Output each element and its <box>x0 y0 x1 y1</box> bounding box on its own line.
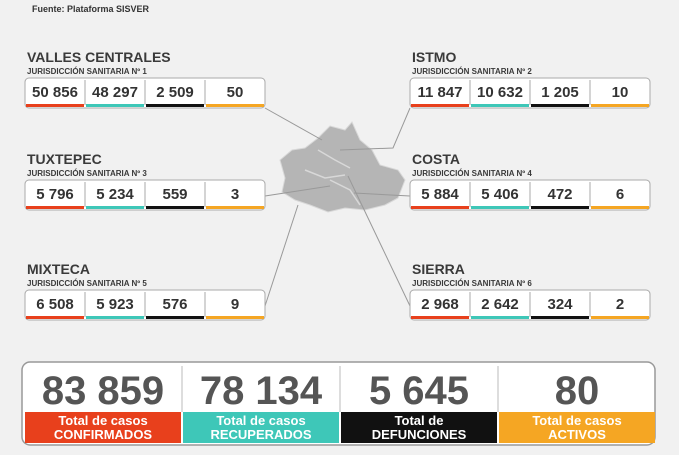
region-value: 48 297 <box>92 84 138 101</box>
region-value: 2 509 <box>156 84 194 101</box>
cell-underline <box>86 316 144 319</box>
cell-underline <box>206 104 264 107</box>
region-jurisdiction: JURISDICCIÓN SANITARIA Nº 6 <box>412 279 532 288</box>
region-jurisdiction: JURISDICCIÓN SANITARIA Nº 3 <box>27 169 147 178</box>
connector <box>347 175 411 307</box>
region-value: 2 968 <box>421 296 459 313</box>
region-value: 6 508 <box>36 296 74 313</box>
region-value: 2 642 <box>481 296 519 313</box>
cell-underline <box>411 104 469 107</box>
region-value: 5 884 <box>421 186 459 203</box>
total-label-bg <box>25 412 181 443</box>
connector <box>264 185 331 197</box>
source: Fuente: Plataforma SISVER <box>32 4 150 14</box>
total-value: 5 645 <box>369 369 469 413</box>
region-value: 10 632 <box>477 84 523 101</box>
region-value: 11 847 <box>417 84 462 101</box>
state-map <box>279 121 406 213</box>
region-value: 2 <box>616 296 624 313</box>
cell-underline <box>86 104 144 107</box>
total-label: DEFUNCIONES <box>372 427 467 442</box>
connector <box>264 107 323 141</box>
cell-underline <box>471 206 529 209</box>
region-name: SIERRA <box>412 261 465 277</box>
region-value: 50 856 <box>32 84 78 101</box>
cell-underline <box>591 316 649 319</box>
connectors <box>264 107 411 307</box>
total-value: 78 134 <box>200 369 323 413</box>
cell-underline <box>26 104 84 107</box>
total-label: RECUPERADOS <box>210 427 311 442</box>
cell-underline <box>411 316 469 319</box>
cell-underline <box>206 316 264 319</box>
map <box>279 121 406 213</box>
region-name: MIXTECA <box>27 261 90 277</box>
region-value: 576 <box>162 296 187 313</box>
region-value: 3 <box>231 186 239 203</box>
cell-underline <box>26 316 84 319</box>
cell-underline <box>531 104 589 107</box>
cell-underline <box>26 206 84 209</box>
region-name: VALLES CENTRALES <box>27 49 171 65</box>
region-value: 5 406 <box>481 186 519 203</box>
map-borders <box>304 149 361 206</box>
region-value: 5 923 <box>96 296 134 313</box>
cell-underline <box>471 104 529 107</box>
connector <box>353 192 411 197</box>
region-value: 50 <box>227 84 244 101</box>
cell-underline <box>146 104 204 107</box>
cell-underline <box>531 316 589 319</box>
cell-underline <box>591 104 649 107</box>
total-label: Total de casos <box>532 413 621 428</box>
region-name: COSTA <box>412 151 460 167</box>
total-label: CONFIRMADOS <box>54 427 153 442</box>
region-value: 6 <box>616 186 624 203</box>
region-value: 10 <box>612 84 629 101</box>
region-jurisdiction: JURISDICCIÓN SANITARIA Nº 2 <box>412 67 532 76</box>
region-value: 5 234 <box>96 186 134 203</box>
total-label-bg <box>341 412 497 443</box>
region-value: 559 <box>162 186 187 203</box>
region-jurisdiction: JURISDICCIÓN SANITARIA Nº 1 <box>27 67 147 76</box>
total-label: Total de casos <box>58 413 147 428</box>
total-value: 80 <box>555 369 600 413</box>
cell-underline <box>531 206 589 209</box>
region-jurisdiction: JURISDICCIÓN SANITARIA Nº 5 <box>27 279 147 288</box>
cell-underline <box>206 206 264 209</box>
cell-underline <box>146 206 204 209</box>
region-value: 472 <box>547 186 572 203</box>
cell-underline <box>411 206 469 209</box>
region-value: 1 205 <box>541 84 579 101</box>
region-value: 324 <box>547 296 573 313</box>
total-label: Total de <box>395 413 444 428</box>
total-label-bg <box>183 412 339 443</box>
total-value: 83 859 <box>42 369 164 413</box>
region-value: 5 796 <box>36 186 74 203</box>
total-label: ACTIVOS <box>548 427 606 442</box>
total-label-bg <box>499 412 655 443</box>
region-name: TUXTEPEC <box>27 151 102 167</box>
connector <box>264 204 299 307</box>
cell-underline <box>471 316 529 319</box>
region-jurisdiction: JURISDICCIÓN SANITARIA Nº 4 <box>412 169 532 178</box>
total-label: Total de casos <box>216 413 305 428</box>
cell-underline <box>86 206 144 209</box>
connector <box>339 107 411 151</box>
region-value: 9 <box>231 296 239 313</box>
region-name: ISTMO <box>412 49 456 65</box>
cell-underline <box>591 206 649 209</box>
cell-underline <box>146 316 204 319</box>
